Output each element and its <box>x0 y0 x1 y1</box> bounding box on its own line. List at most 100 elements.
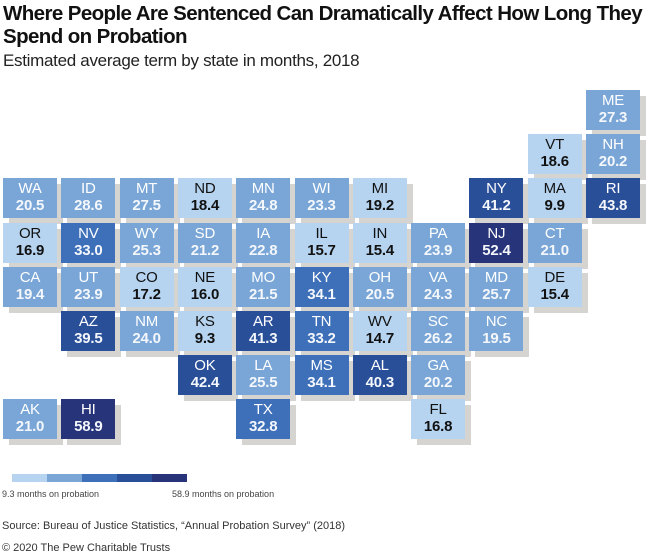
state-tile-ny: NY 41.2 <box>469 178 524 219</box>
state-abbr: NJ <box>487 224 506 242</box>
state-value: 52.4 <box>482 241 511 259</box>
state-tile-ia: IA 22.8 <box>236 222 291 263</box>
state-tile-ma: MA 9.9 <box>527 178 582 219</box>
state-tile-pa: PA 23.9 <box>411 222 466 263</box>
state-abbr: DE <box>544 268 565 286</box>
color-legend <box>12 474 187 482</box>
copyright-note: © 2020 The Pew Charitable Trusts <box>2 542 171 554</box>
state-abbr: MD <box>484 268 508 286</box>
state-abbr: VA <box>428 268 448 286</box>
state-abbr: ID <box>80 180 96 198</box>
source-note: Source: Bureau of Justice Statistics, “A… <box>2 520 346 532</box>
state-value: 16.9 <box>15 241 45 259</box>
state-abbr: TN <box>311 313 332 330</box>
legend-swatch-3 <box>82 474 117 482</box>
state-abbr: NV <box>78 224 99 242</box>
state-tile-oh: OH 20.5 <box>352 266 407 307</box>
state-abbr: HI <box>80 401 96 419</box>
state-value: 15.7 <box>307 241 336 259</box>
state-value: 25.7 <box>482 285 511 303</box>
state-tile-ut: UT 23.9 <box>61 266 116 307</box>
state-value: 15.4 <box>365 241 395 259</box>
state-tile-nv: NV 33.0 <box>61 222 116 263</box>
state-value: 27.5 <box>132 197 161 215</box>
legend-swatch-2 <box>47 474 82 482</box>
state-value: 34.1 <box>307 374 336 392</box>
state-tile-vt: VT 18.6 <box>527 134 582 175</box>
state-tile-tn: TN 33.2 <box>294 311 349 351</box>
state-value: 20.5 <box>15 197 45 215</box>
legend-max-label: 58.9 months on probation <box>172 489 275 499</box>
state-abbr: VT <box>545 136 565 154</box>
state-value: 24.3 <box>423 285 453 303</box>
state-abbr: WA <box>18 180 42 198</box>
state-value: 21.2 <box>190 241 220 259</box>
state-abbr: NY <box>486 180 507 198</box>
state-tile-sc: SC 26.2 <box>411 311 466 351</box>
state-value: 16.0 <box>190 285 220 303</box>
state-value: 25.5 <box>248 374 278 392</box>
state-value: 32.8 <box>248 418 278 436</box>
state-tile-id: ID 28.6 <box>61 178 116 219</box>
state-tile-nj: NJ 52.4 <box>469 222 524 263</box>
state-abbr: AZ <box>78 313 98 330</box>
state-tile-az: AZ 39.5 <box>61 311 116 351</box>
state-value: 15.4 <box>540 285 569 303</box>
legend-swatch-1 <box>12 474 47 482</box>
state-value: 41.3 <box>248 330 278 347</box>
state-abbr: NE <box>194 268 216 286</box>
state-abbr: MS <box>310 357 333 375</box>
state-value: 34.1 <box>307 285 336 303</box>
state-value: 40.3 <box>365 374 395 392</box>
state-abbr: MI <box>371 180 388 198</box>
state-abbr: KY <box>311 268 332 286</box>
state-abbr: OK <box>194 357 216 375</box>
state-value: 9.3 <box>194 330 216 347</box>
state-value: 41.2 <box>482 197 511 215</box>
state-tile-nc: NC 19.5 <box>469 311 524 351</box>
state-tile-la: LA 25.5 <box>236 355 291 396</box>
state-tile-wv: WV 14.7 <box>352 311 407 351</box>
state-abbr: WI <box>312 180 331 198</box>
state-value: 33.2 <box>307 330 336 347</box>
state-abbr: MO <box>251 268 276 286</box>
state-value: 42.4 <box>190 374 220 392</box>
state-value: 33.0 <box>74 241 103 259</box>
state-tile-nd: ND 18.4 <box>177 178 232 219</box>
state-value: 28.6 <box>74 197 103 215</box>
state-abbr: SC <box>427 313 449 330</box>
state-value: 24.8 <box>248 197 278 215</box>
state-abbr: OH <box>368 268 391 286</box>
state-value: 19.2 <box>365 197 395 215</box>
state-tile-de: DE 15.4 <box>527 266 582 307</box>
state-tile-va: VA 24.3 <box>411 266 466 307</box>
state-abbr: IA <box>256 224 271 242</box>
state-abbr: LA <box>254 357 273 375</box>
state-tile-ky: KY 34.1 <box>294 266 349 307</box>
state-tile-wy: WY 25.3 <box>119 222 174 263</box>
state-abbr: AK <box>20 401 40 419</box>
state-value: 22.8 <box>248 241 278 259</box>
state-tile-mi: MI 19.2 <box>352 178 407 219</box>
state-abbr: MT <box>135 180 158 198</box>
state-value: 20.2 <box>598 153 628 171</box>
state-abbr: MA <box>543 180 566 198</box>
state-value: 43.8 <box>598 197 628 215</box>
state-value: 18.4 <box>190 197 220 215</box>
state-value: 24.0 <box>132 330 161 347</box>
state-tile-or: OR 16.9 <box>3 222 57 263</box>
state-tile-ca: CA 19.4 <box>3 266 57 307</box>
state-abbr: UT <box>78 268 99 286</box>
state-tile-ok: OK 42.4 <box>177 355 232 396</box>
state-value: 17.2 <box>132 285 161 303</box>
state-value: 20.2 <box>423 374 453 392</box>
state-abbr: CA <box>19 268 41 286</box>
state-abbr: NC <box>485 313 508 330</box>
state-tile-ks: KS 9.3 <box>177 311 232 351</box>
state-tile-fl: FL 16.8 <box>411 399 466 440</box>
state-value: 19.5 <box>482 330 511 347</box>
state-abbr: FL <box>429 401 447 419</box>
state-abbr: TX <box>253 401 273 419</box>
state-abbr: SD <box>194 224 216 242</box>
state-tile-al: AL 40.3 <box>352 355 407 396</box>
